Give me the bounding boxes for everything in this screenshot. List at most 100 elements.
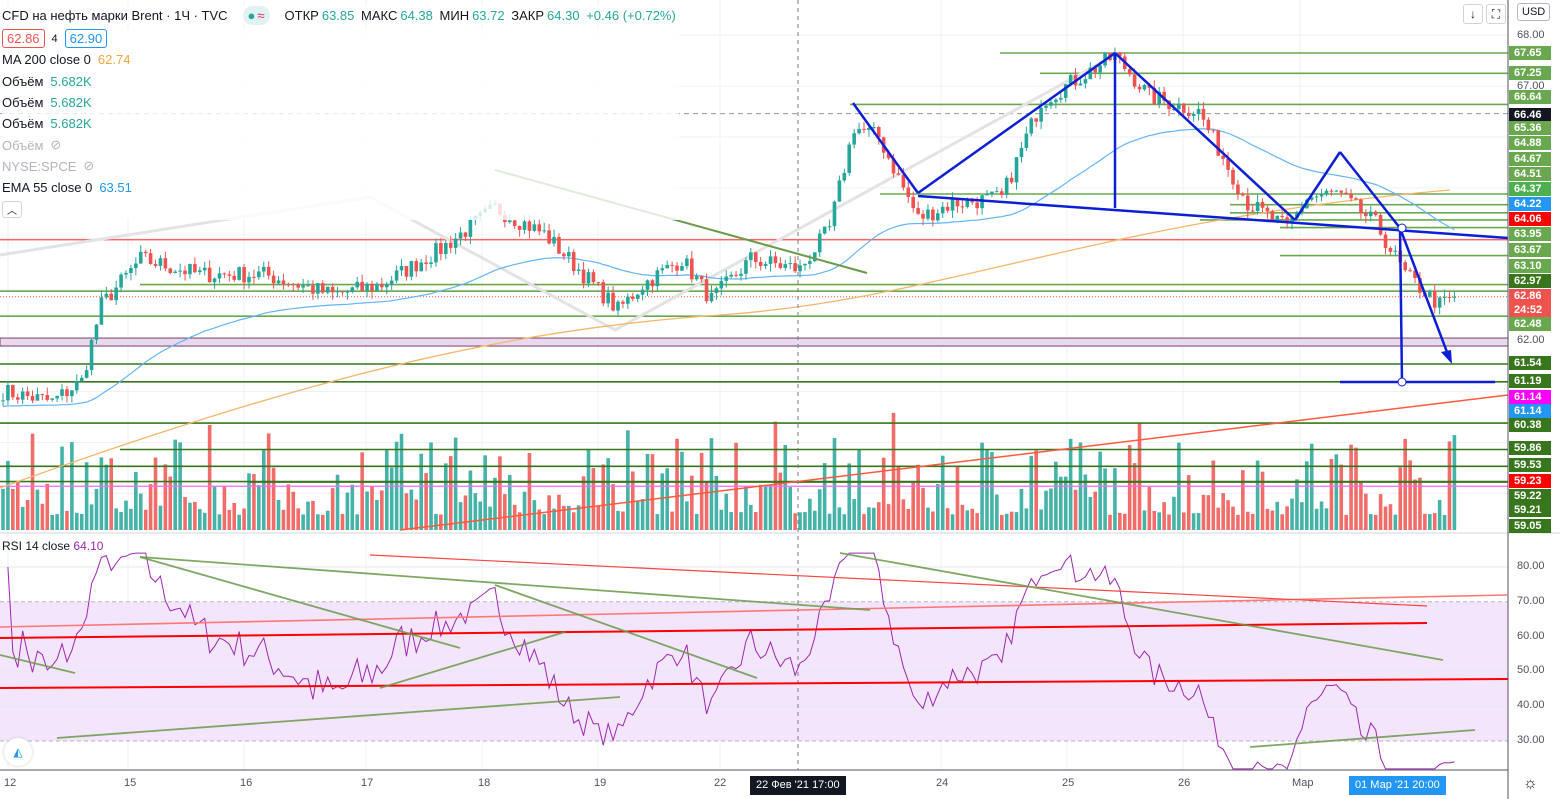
candle-body — [1039, 107, 1043, 122]
volume-bar — [788, 487, 792, 530]
indicator-volume[interactable]: Объём 5.682K — [2, 91, 679, 114]
eye-off-icon[interactable]: ⊘ — [83, 158, 95, 174]
candle-body — [75, 380, 79, 391]
volume-bar — [1226, 500, 1230, 530]
eye-off-icon[interactable]: ⊘ — [50, 137, 62, 153]
candle-body — [193, 264, 197, 273]
symbol-title[interactable]: CFD на нефть марки Brent · 1Ч · TVC — [2, 7, 228, 23]
indicator-spce-hidden[interactable]: NYSE:SPCE ⊘ — [2, 155, 679, 178]
rsi-tick: 80.00 — [1517, 560, 1545, 572]
candle-body — [1, 400, 5, 402]
volume-bar — [448, 456, 453, 530]
volume-bar — [1344, 514, 1348, 530]
candle — [311, 280, 315, 300]
candle-body — [15, 397, 20, 400]
volume-bar — [626, 430, 630, 530]
volume-bar — [1054, 461, 1058, 530]
candle — [517, 225, 522, 237]
indicator-ma200[interactable]: MA 200 close 0 62.74 — [2, 49, 679, 71]
candle-body — [955, 199, 960, 207]
fullscreen-icon[interactable]: ⛶ — [1486, 4, 1506, 24]
candle-body — [1364, 213, 1368, 217]
volume-bar — [409, 489, 414, 530]
buy-button[interactable]: 62.90 — [64, 29, 108, 49]
candle — [1428, 289, 1432, 299]
candle — [1314, 193, 1319, 203]
candle-body — [916, 208, 920, 214]
candle — [1024, 126, 1029, 151]
candle — [237, 266, 241, 281]
indicator-volume[interactable]: Объём 5.682K — [2, 113, 679, 135]
indicator-volume-hidden[interactable]: Объём ⊘ — [2, 134, 679, 156]
candle-body — [1093, 67, 1098, 73]
candle-body — [537, 224, 542, 232]
candle — [242, 263, 246, 290]
sell-button[interactable]: 62.86 — [2, 29, 45, 49]
rsi-legend[interactable]: RSI 14 close 64.10 — [2, 539, 104, 553]
volume-bar — [237, 514, 241, 530]
candle-body — [306, 285, 310, 287]
candle-body — [148, 253, 153, 264]
candle-body — [709, 293, 714, 302]
candle — [1137, 83, 1142, 93]
volume-bar — [808, 498, 812, 530]
candle-body — [1418, 278, 1422, 293]
volume-bar — [143, 509, 148, 530]
candle — [1211, 129, 1216, 134]
volume-bar — [581, 476, 586, 530]
indicator-volume[interactable]: Объём 5.682K — [2, 70, 679, 92]
candle-body — [547, 230, 551, 244]
candle — [699, 275, 704, 283]
rsi-trend-line — [139, 556, 871, 611]
volume-bar — [1113, 468, 1117, 530]
candle-body — [832, 201, 837, 227]
candle — [148, 249, 153, 265]
candle — [670, 261, 674, 273]
candle — [143, 249, 148, 257]
candle-body — [1157, 91, 1161, 104]
candle — [847, 142, 852, 176]
download-icon[interactable]: ↓ — [1463, 4, 1483, 24]
volume-bar — [896, 465, 901, 530]
candle — [1260, 198, 1265, 213]
time-tick: 16 — [240, 777, 253, 789]
candle-body — [55, 395, 59, 399]
settings-icon[interactable]: ☼ — [1523, 775, 1538, 792]
volume-bar — [758, 484, 763, 530]
candle — [296, 282, 300, 291]
candle-body — [261, 266, 266, 272]
candle — [193, 257, 197, 274]
candle-body — [183, 270, 187, 275]
collapse-legend-button[interactable]: ︿ — [2, 200, 22, 218]
candle — [562, 251, 566, 261]
volume-bar — [867, 507, 871, 530]
volume-bar — [1024, 508, 1029, 530]
candle-body — [576, 269, 581, 272]
volume-bar — [483, 455, 487, 530]
candle — [813, 252, 817, 263]
volume-bar — [242, 508, 246, 530]
candle-body — [1442, 296, 1447, 298]
tradingview-logo-icon[interactable]: ◭ — [4, 738, 32, 766]
candle-body — [842, 172, 847, 181]
candle — [1359, 198, 1363, 219]
candle — [571, 249, 576, 276]
volume-bar — [926, 507, 930, 530]
candle-body — [567, 252, 571, 257]
candle — [1162, 86, 1166, 106]
candle-body — [921, 213, 925, 219]
candle-body — [990, 191, 994, 194]
volume-bar — [950, 514, 955, 530]
candle-body — [45, 395, 50, 400]
candle — [119, 272, 123, 293]
candle — [601, 279, 606, 307]
volume-bar — [557, 494, 561, 530]
candle — [788, 256, 792, 270]
candle-body — [252, 276, 256, 278]
currency-button[interactable]: USD — [1517, 3, 1551, 21]
indicator-ema55[interactable]: EMA 55 close 0 63.51 — [2, 177, 679, 199]
candle — [793, 256, 797, 273]
volume-bar — [1034, 450, 1038, 530]
candle — [1014, 157, 1019, 190]
